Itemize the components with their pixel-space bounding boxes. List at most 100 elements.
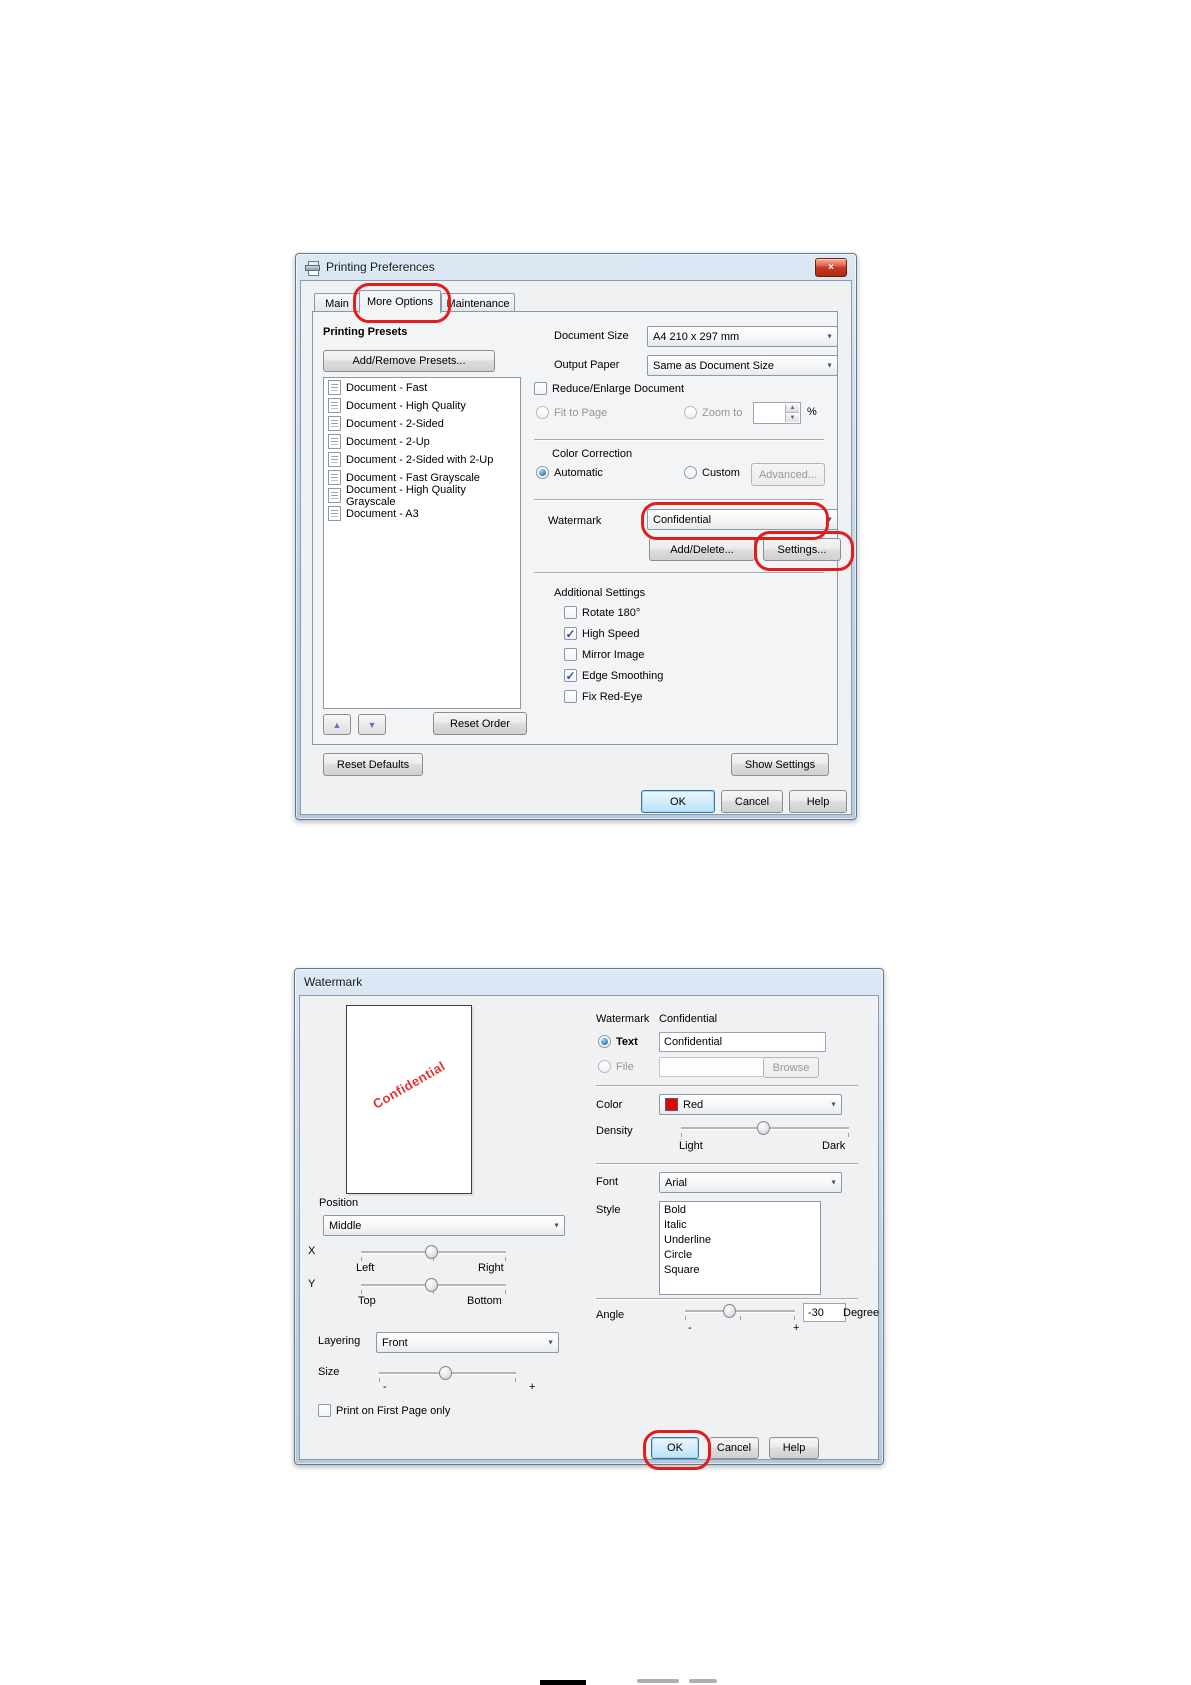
title-bar[interactable]: Printing Preferences: [296, 254, 856, 280]
x-slider[interactable]: [361, 1245, 506, 1261]
zoom-percent-spinner[interactable]: ▲ ▼: [753, 402, 801, 424]
high-speed-checkbox[interactable]: ✓: [564, 626, 577, 641]
presets-list[interactable]: Document - Fast Document - High Quality …: [323, 377, 521, 709]
x-slider-thumb[interactable]: [425, 1245, 438, 1259]
move-down-button[interactable]: ▼: [358, 714, 386, 735]
cancel-button[interactable]: Cancel: [709, 1437, 759, 1459]
custom-label: Custom: [702, 467, 740, 479]
add-remove-presets-button[interactable]: Add/Remove Presets...: [323, 350, 495, 372]
density-slider-thumb[interactable]: [757, 1121, 770, 1135]
close-button[interactable]: ×: [815, 258, 847, 277]
reduce-enlarge-checkbox[interactable]: ✓: [534, 382, 547, 395]
browse-button[interactable]: Browse: [763, 1057, 819, 1078]
font-select[interactable]: Arial ▼: [659, 1172, 842, 1193]
automatic-label: Automatic: [554, 467, 603, 479]
print-first-page-checkbox[interactable]: ✓: [318, 1404, 331, 1417]
custom-radio[interactable]: [684, 466, 697, 479]
x-left-label: Left: [356, 1262, 375, 1274]
output-paper-select[interactable]: Same as Document Size ▼: [647, 355, 838, 376]
move-up-button[interactable]: ▲: [323, 714, 351, 735]
file-path-input[interactable]: [659, 1057, 766, 1077]
list-item[interactable]: Bold: [664, 1203, 687, 1216]
density-label: Density: [596, 1125, 633, 1137]
list-item[interactable]: Document - 2-Sided with 2-Up: [324, 450, 520, 468]
zoom-to-radio[interactable]: [684, 406, 697, 419]
angle-slider[interactable]: [685, 1304, 795, 1320]
ok-button[interactable]: OK: [641, 790, 715, 813]
list-item[interactable]: Underline: [664, 1233, 712, 1246]
list-item[interactable]: Square: [664, 1263, 700, 1276]
list-item[interactable]: Document - High Quality Grayscale: [324, 484, 520, 508]
fix-red-eye-checkbox[interactable]: ✓: [564, 690, 577, 703]
list-item[interactable]: Document - 2-Sided: [324, 414, 520, 432]
printing-presets-heading: Printing Presets: [323, 326, 408, 338]
add-delete-button[interactable]: Add/Delete...: [649, 538, 755, 561]
list-item[interactable]: Document - Fast: [324, 378, 520, 396]
y-label: Y: [308, 1278, 316, 1290]
position-label: Position: [319, 1197, 359, 1209]
density-light-label: Light: [679, 1140, 703, 1152]
help-button[interactable]: Help: [769, 1437, 819, 1459]
angle-minus-label: -: [688, 1322, 692, 1334]
position-select[interactable]: Middle ▼: [323, 1215, 565, 1236]
text-radio[interactable]: [598, 1035, 611, 1048]
advanced-button[interactable]: Advanced...: [751, 463, 825, 486]
y-slider-thumb[interactable]: [425, 1278, 438, 1292]
density-dark-label: Dark: [822, 1140, 846, 1152]
list-item[interactable]: Document - Fast Grayscale: [324, 468, 520, 486]
tab-maintenance[interactable]: Maintenance: [441, 293, 515, 313]
rotate-180-checkbox[interactable]: ✓: [564, 606, 577, 619]
chevron-down-icon: ▼: [826, 362, 833, 369]
color-select[interactable]: Red ▼: [659, 1094, 842, 1115]
spinner-down-icon[interactable]: ▼: [785, 414, 799, 422]
mirror-image-checkbox[interactable]: ✓: [564, 648, 577, 661]
tab-main[interactable]: Main: [314, 293, 360, 313]
text-radio-label: Text: [616, 1036, 638, 1048]
watermark-text-input[interactable]: Confidential: [659, 1032, 826, 1052]
angle-value-input[interactable]: -30: [803, 1303, 846, 1322]
size-slider-thumb[interactable]: [439, 1366, 452, 1380]
angle-slider-thumb[interactable]: [723, 1304, 736, 1318]
reduce-enlarge-label: Reduce/Enlarge Document: [552, 383, 685, 395]
fit-to-page-radio[interactable]: [536, 406, 549, 419]
file-radio[interactable]: [598, 1060, 611, 1073]
edge-smoothing-checkbox[interactable]: ✓: [564, 668, 577, 683]
tab-more-options[interactable]: More Options: [359, 290, 441, 313]
chevron-down-icon: ▼: [826, 516, 833, 523]
y-slider[interactable]: [361, 1278, 506, 1294]
document-preset-icon: [328, 506, 341, 521]
watermark-dialog: Watermark Confidential Position Middle ▼…: [294, 968, 884, 1470]
automatic-radio[interactable]: [536, 466, 549, 479]
list-item[interactable]: Italic: [664, 1218, 687, 1231]
document-preset-icon: [328, 434, 341, 449]
size-slider[interactable]: [379, 1366, 516, 1382]
list-item[interactable]: Document - A3: [324, 504, 520, 522]
footer-text-fragment: [689, 1679, 717, 1683]
show-settings-button[interactable]: Show Settings: [731, 753, 829, 776]
document-size-select[interactable]: A4 210 x 297 mm ▼: [647, 326, 838, 347]
x-right-label: Right: [478, 1262, 504, 1274]
settings-button[interactable]: Settings...: [763, 538, 841, 561]
cancel-button[interactable]: Cancel: [721, 790, 783, 813]
color-swatch: [665, 1098, 678, 1111]
reset-defaults-button[interactable]: Reset Defaults: [323, 753, 423, 776]
ok-button[interactable]: OK: [651, 1437, 699, 1459]
list-item[interactable]: Document - High Quality: [324, 396, 520, 414]
help-button[interactable]: Help: [789, 790, 847, 813]
file-radio-label: File: [616, 1061, 634, 1073]
reset-order-button[interactable]: Reset Order: [433, 712, 527, 735]
density-slider[interactable]: [681, 1121, 849, 1137]
title-bar[interactable]: Watermark: [295, 969, 883, 995]
watermark-select[interactable]: Confidential ▼: [647, 509, 838, 530]
list-item[interactable]: Circle: [664, 1248, 693, 1261]
dialog-title: Printing Preferences: [326, 260, 435, 274]
style-list[interactable]: Bold Italic Underline Circle Square: [659, 1201, 821, 1295]
spinner-up-icon[interactable]: ▲: [785, 404, 799, 413]
list-item[interactable]: Document - 2-Up: [324, 432, 520, 450]
divider: [596, 1298, 858, 1300]
layering-select[interactable]: Front ▼: [376, 1332, 559, 1353]
document-size-label: Document Size: [554, 330, 629, 342]
percent-label: %: [807, 406, 817, 418]
footer-text-fragment: [637, 1679, 679, 1683]
